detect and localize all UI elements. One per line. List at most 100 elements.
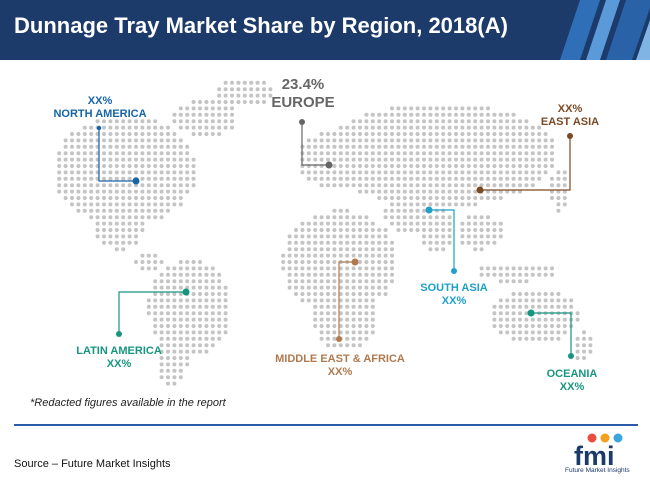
map-dot xyxy=(345,215,350,220)
map-dot xyxy=(70,170,74,175)
map-dot xyxy=(498,170,503,175)
map-dot xyxy=(230,93,234,98)
map-dot xyxy=(102,151,106,156)
map-dot xyxy=(358,170,362,175)
map-dot xyxy=(146,144,151,149)
map-dot xyxy=(210,330,215,335)
map-dot xyxy=(108,196,113,200)
map-dot xyxy=(396,196,401,200)
east-asia-name: EAST ASIA xyxy=(540,116,600,128)
map-dot xyxy=(345,317,350,322)
map-dot xyxy=(383,247,388,252)
map-dot xyxy=(377,164,382,168)
map-dot xyxy=(351,164,356,168)
map-dot xyxy=(326,317,330,322)
map-dot xyxy=(63,151,68,156)
map-dot xyxy=(159,368,164,373)
map-dot xyxy=(172,349,177,354)
map-dot xyxy=(466,234,471,239)
map-dot xyxy=(134,260,138,264)
map-dot xyxy=(332,176,337,181)
map-dot xyxy=(454,196,458,200)
map-dot xyxy=(511,266,516,271)
map-dot xyxy=(505,132,510,136)
map-dot xyxy=(415,132,420,136)
map-dot xyxy=(402,208,407,213)
map-dot xyxy=(479,151,484,156)
map-dot xyxy=(159,317,164,322)
map-dot xyxy=(185,330,190,335)
map-dot xyxy=(185,119,190,124)
south-asia-label: SOUTH ASIA XX% xyxy=(412,282,496,308)
map-dot xyxy=(530,164,535,168)
map-dot xyxy=(159,164,164,168)
map-dot xyxy=(486,196,490,200)
map-dot xyxy=(364,247,369,252)
map-dot xyxy=(460,164,465,168)
north-america-marker xyxy=(132,177,140,185)
map-dot xyxy=(370,330,375,335)
map-dot xyxy=(473,176,478,181)
map-dot xyxy=(166,279,170,284)
map-dot xyxy=(358,125,362,130)
map-dot xyxy=(466,240,471,245)
map-dot xyxy=(185,164,190,168)
map-dot xyxy=(223,100,228,104)
map-dot xyxy=(370,151,375,156)
map-dot xyxy=(319,260,324,264)
map-dot xyxy=(377,272,382,277)
map-dot xyxy=(102,157,106,162)
map-dot xyxy=(466,202,471,207)
map-dot xyxy=(172,304,177,309)
map-dot xyxy=(428,189,433,194)
map-dot xyxy=(358,164,362,168)
map-dot xyxy=(415,119,420,124)
map-dot xyxy=(153,311,158,316)
map-dot xyxy=(172,170,177,175)
map-dot xyxy=(146,208,151,213)
map-dot xyxy=(178,266,183,271)
map-dot xyxy=(166,304,170,309)
map-dot xyxy=(140,215,145,220)
map-dot xyxy=(390,176,394,181)
map-dot xyxy=(524,157,529,162)
map-dot xyxy=(332,304,337,309)
map-dot xyxy=(236,87,241,92)
map-dot xyxy=(415,112,420,117)
map-dot xyxy=(185,189,190,194)
map-dot xyxy=(159,330,164,335)
map-dot xyxy=(370,228,375,232)
map-dot xyxy=(223,304,228,309)
map-dot xyxy=(121,170,126,175)
map-dot xyxy=(505,266,510,271)
map-dot xyxy=(454,157,458,162)
map-dot xyxy=(498,132,503,136)
map-dot xyxy=(255,100,260,104)
map-dot xyxy=(428,215,433,220)
map-dot xyxy=(377,196,382,200)
map-dot xyxy=(466,189,471,194)
map-dot xyxy=(422,119,426,124)
map-dot xyxy=(364,272,369,277)
map-dot xyxy=(313,324,318,328)
map-dot xyxy=(390,132,394,136)
map-dot xyxy=(178,196,183,200)
map-dot xyxy=(434,144,439,149)
map-dot xyxy=(198,336,202,341)
map-dot xyxy=(498,119,503,124)
map-dot xyxy=(332,298,337,303)
map-dot xyxy=(428,176,433,181)
map-dot xyxy=(210,304,215,309)
map-dot xyxy=(268,87,273,92)
map-dot xyxy=(428,221,433,226)
map-dot xyxy=(377,119,382,124)
map-dot xyxy=(345,176,350,181)
map-dot xyxy=(447,132,452,136)
map-dot xyxy=(415,208,420,213)
map-dot xyxy=(518,125,522,130)
map-dot xyxy=(121,208,126,213)
map-dot xyxy=(434,164,439,168)
map-dot xyxy=(351,138,356,143)
map-dot xyxy=(332,208,337,213)
map-dot xyxy=(370,221,375,226)
